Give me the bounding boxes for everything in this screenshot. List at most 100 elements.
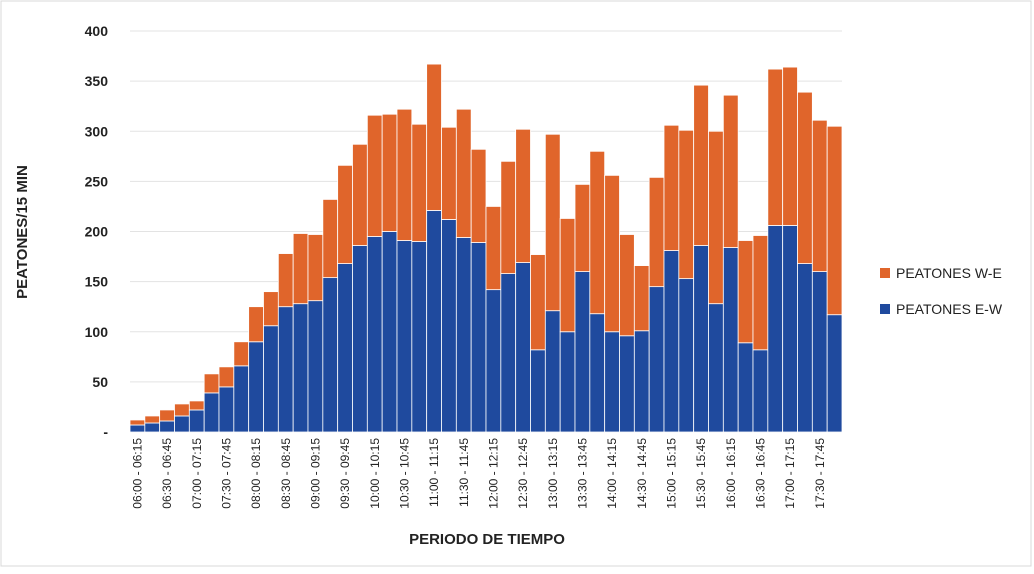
bar-segment [292,303,309,433]
bar-segment [693,84,709,246]
bar-segment [633,265,650,332]
bar-segment [648,176,665,288]
x-tick-label: 17:30 - 17:45 [813,438,827,509]
bar-segment [174,415,190,433]
bar-segment [203,373,220,394]
bar-segment [441,126,457,220]
bar-segment [737,342,754,433]
y-tick-label: 150 [85,274,109,290]
x-tick-label: 10:30 - 10:45 [397,438,411,509]
bar-segment [263,291,279,327]
bar-segment [129,419,146,426]
bar-segment [619,335,635,433]
bar-segment [604,174,620,333]
legend-label: PEATONES W-E [896,265,1002,281]
bar-segment [366,236,383,433]
x-tick-label: 15:30 - 15:45 [694,438,708,509]
bar-segment [337,263,353,433]
y-axis-title: PEATONES/15 MIN [14,165,31,299]
x-tick-label: 12:30 - 12:45 [516,438,530,509]
bar-segment [248,341,264,433]
bar-segment [544,310,561,433]
bar-segment [263,325,279,433]
bar-segment [530,254,546,351]
bar-segment [708,130,724,305]
bar-segment [277,253,294,308]
bar-segment [174,403,190,417]
bar-segment [144,422,161,433]
bar-segment [411,123,428,242]
bar-segment [633,330,650,433]
y-tick-label: 350 [85,73,109,89]
x-tick-label: 09:00 - 09:15 [308,438,322,509]
x-tick-label: 06:30 - 06:45 [160,438,174,509]
x-tick-label: 07:00 - 07:15 [190,438,204,509]
x-tick-label: 09:30 - 09:45 [338,438,352,509]
x-tick-label: 14:00 - 14:15 [605,438,619,509]
bar-segment [366,114,383,237]
bar-segment [307,234,324,302]
bar-segment [233,341,250,367]
bar-segment [752,349,769,433]
x-tick-label: 11:00 - 11:15 [427,438,441,507]
bar-segment [159,420,175,433]
x-tick-label: 08:30 - 08:45 [279,438,293,509]
x-tick-label: 08:00 - 08:15 [249,438,263,509]
x-tick-label: 15:00 - 15:15 [664,438,678,509]
bar-segment [292,233,309,305]
bar-segment [678,278,695,433]
bar-segment [188,400,205,411]
x-tick-label: 11:30 - 11:45 [457,438,471,507]
x-tick-label: 12:00 - 12:15 [486,438,500,509]
bar-segment [811,271,828,433]
bar-segment [663,124,680,251]
bar-segment [455,108,472,238]
bar-segment [322,199,339,279]
bar-segment [826,125,843,316]
bar-segment [485,289,502,433]
x-tick-label: 16:30 - 16:45 [753,438,767,509]
bar-segment [544,133,561,312]
bar-segment [797,263,813,433]
bar-segment [559,218,576,333]
bar-segment [218,386,235,433]
bar-segment [722,247,739,433]
bar-segment [411,241,428,433]
x-tick-label: 06:00 - 06:15 [130,438,144,509]
bar-segment [426,210,442,433]
bar-segment [337,164,353,264]
bar-segment [470,148,487,243]
bar-segment [515,128,531,263]
bar-segment [381,231,398,433]
bar-segment [782,225,798,433]
bar-segment [619,234,635,337]
bar-segment [144,415,161,424]
bar-segment [559,331,576,433]
bar-segment [188,409,205,433]
bar-segment [129,424,146,433]
bar-segment [396,108,413,241]
bar-segment [678,129,695,280]
bar-segment [648,286,665,433]
bar-segment [767,225,784,433]
bar-segment [574,271,591,433]
bar-segment [574,183,591,273]
bar-segment [811,119,828,273]
legend-swatch [880,304,890,314]
y-tick-label: 50 [92,374,108,390]
bar-segment [708,303,724,433]
legend-label: PEATONES E-W [896,301,1003,317]
x-tick-label: 10:00 - 10:15 [368,438,382,509]
bar-segment [752,235,769,351]
bar-segment [277,306,294,433]
bar-segment [722,94,739,248]
x-tick-label: 17:00 - 17:15 [783,438,797,509]
bar-segment [470,242,487,433]
legend-swatch [880,268,890,278]
x-tick-label: 13:30 - 13:45 [575,438,589,509]
bar-segment [441,219,457,433]
bar-segment [500,160,517,275]
bar-segment [352,245,368,433]
bar-segment [248,306,264,343]
